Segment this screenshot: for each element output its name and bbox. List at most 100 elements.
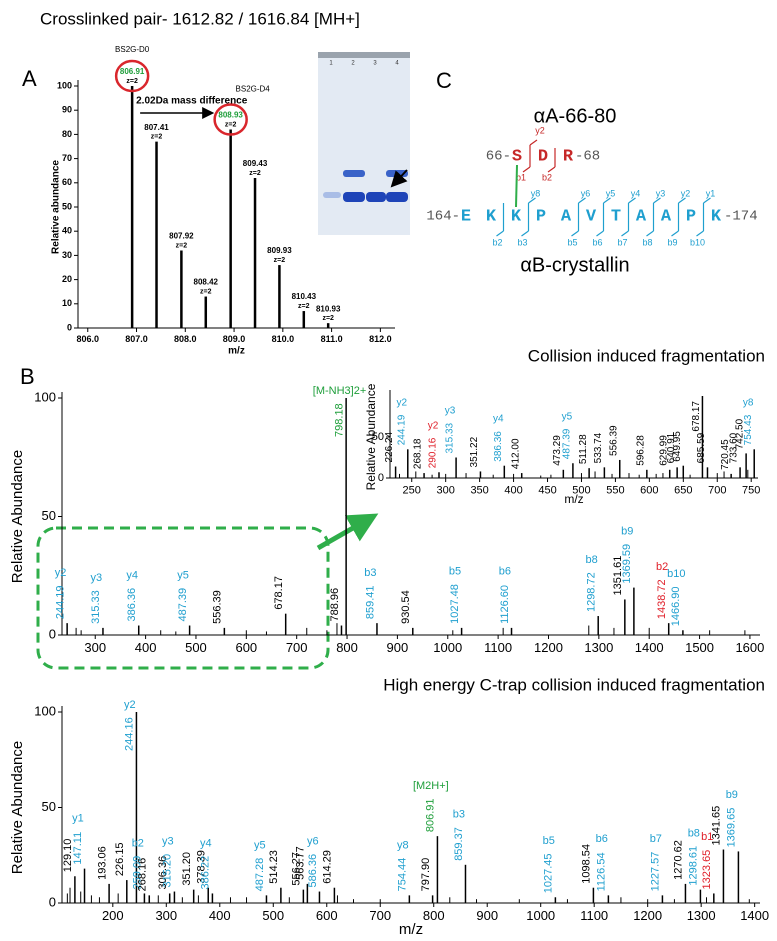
peptide-terminus: -68 <box>575 149 600 165</box>
x-tick-label: 1300 <box>687 908 716 923</box>
peak-label: 563.77 <box>295 846 307 880</box>
x-tick-label: 700 <box>708 484 726 496</box>
ion-label: y3 <box>445 406 456 417</box>
peptide-title: αB-crystallin <box>520 254 629 276</box>
peptide-terminus: -174 <box>724 209 758 225</box>
peak-label: 1466.90 <box>670 586 682 626</box>
peak-label: 678.17 <box>691 401 702 432</box>
peak-note: z=2 <box>200 288 212 295</box>
gel-lane-label: 4 <box>395 61 399 67</box>
peak-label: 1369.59 <box>621 544 633 584</box>
y-tick-label: 50 <box>42 508 56 523</box>
cleavage <box>571 230 579 237</box>
figure-title: Crosslinked pair- 1612.82 / 1616.84 [MH+… <box>40 9 360 28</box>
peak-label: 1227.57 <box>650 852 662 892</box>
peak-label: 244.19 <box>54 585 66 619</box>
ion-label: b6 <box>592 237 602 247</box>
gel-lane-label: 1 <box>329 61 333 67</box>
peak-label: 806.91 <box>425 798 437 832</box>
ion-label: y5 <box>606 188 616 198</box>
panel-label: C <box>436 68 452 93</box>
peak-label: 807.92 <box>169 232 194 241</box>
y-axis-label: Relative Abundance <box>9 450 26 583</box>
peak-note: z=2 <box>151 134 163 141</box>
x-tick-label: 600 <box>235 640 257 655</box>
y-tick-label: 80 <box>62 129 72 139</box>
gel-lane-label: 3 <box>373 61 377 67</box>
ion-label: y4 <box>631 188 641 198</box>
x-tick-label: 650 <box>674 484 692 496</box>
peak-label: 685.59 <box>696 432 707 463</box>
x-tick-label: 600 <box>316 908 338 923</box>
peak-label: 315.33 <box>445 422 456 453</box>
peptide-terminus: 66- <box>486 149 511 165</box>
annotation: 2.02Da mass difference <box>136 96 248 107</box>
y-tick-label: 100 <box>34 703 56 718</box>
peak-note: z=2 <box>274 257 286 264</box>
x-axis-label: m/z <box>399 921 423 938</box>
residue: S <box>512 147 522 166</box>
x-tick-label: 812.0 <box>369 334 392 344</box>
cleavage <box>621 230 629 237</box>
x-tick-label: 1300 <box>584 640 613 655</box>
peptide-title: αA-66-80 <box>534 105 617 127</box>
peak-label: 351.22 <box>469 436 480 467</box>
peak-label: 386.36 <box>126 588 138 622</box>
residue: V <box>586 207 597 226</box>
peak-label: 733.60 <box>729 432 740 463</box>
peak-label: 511.28 <box>578 434 589 464</box>
gel-arrow <box>390 169 408 188</box>
gel-band <box>343 192 365 202</box>
peak-label: 193.06 <box>96 846 108 880</box>
peak-label: 614.29 <box>322 850 334 884</box>
y-tick-label: 30 <box>62 250 72 260</box>
chart-title: High energy C-trap collision induced fra… <box>383 675 765 694</box>
ion-label: y1 <box>706 188 716 198</box>
ion-label: b9 <box>667 237 677 247</box>
cleavage <box>596 230 604 237</box>
cleavage <box>529 139 538 146</box>
ion-label: [M-NH3]2+ <box>313 385 367 397</box>
peak-label: 1369.65 <box>726 808 738 848</box>
cleavage <box>578 197 586 204</box>
peak-label: 315.20 <box>162 854 174 888</box>
peak-label: 556.39 <box>608 425 619 456</box>
peak-label: 586.36 <box>307 854 319 888</box>
x-tick-label: 600 <box>640 484 658 496</box>
x-tick-label: 300 <box>155 908 177 923</box>
y-tick-label: 40 <box>62 226 72 236</box>
ion-label: y5 <box>177 569 189 581</box>
crosslink <box>515 164 518 208</box>
gel-band <box>386 192 408 202</box>
peak-label: 1298.61 <box>688 846 700 886</box>
ion-label: y2 <box>681 188 691 198</box>
y-tick-label: 20 <box>62 274 72 284</box>
y-tick-label: 100 <box>34 389 56 404</box>
panel-label: B <box>20 364 35 389</box>
y-tick-label: 50 <box>372 431 384 443</box>
ion-label: y3 <box>162 835 174 847</box>
peak-label: 1126.54 <box>596 852 608 891</box>
ion-label: b5 <box>567 237 577 247</box>
x-tick-label: 200 <box>102 908 124 923</box>
peak-label: 649.95 <box>672 431 683 462</box>
x-tick-label: 300 <box>436 484 454 496</box>
cleavage <box>522 166 531 173</box>
cleavage <box>678 197 686 204</box>
ion-label: b7 <box>617 237 627 247</box>
x-tick-label: 1600 <box>735 640 764 655</box>
x-tick-label: 400 <box>135 640 157 655</box>
peak-label: 678.17 <box>273 576 285 610</box>
peak-label: 1027.45 <box>543 854 555 894</box>
x-tick-label: 550 <box>606 484 624 496</box>
peak-label: 806.91 <box>120 67 145 76</box>
residue: T <box>611 207 621 226</box>
peak-label: 742.50 <box>735 418 746 449</box>
gel-band <box>366 192 386 202</box>
x-tick-label: 800 <box>423 908 445 923</box>
highlight-circle <box>114 59 150 93</box>
x-tick-label: 700 <box>369 908 391 923</box>
peak-label: 810.43 <box>292 292 317 301</box>
